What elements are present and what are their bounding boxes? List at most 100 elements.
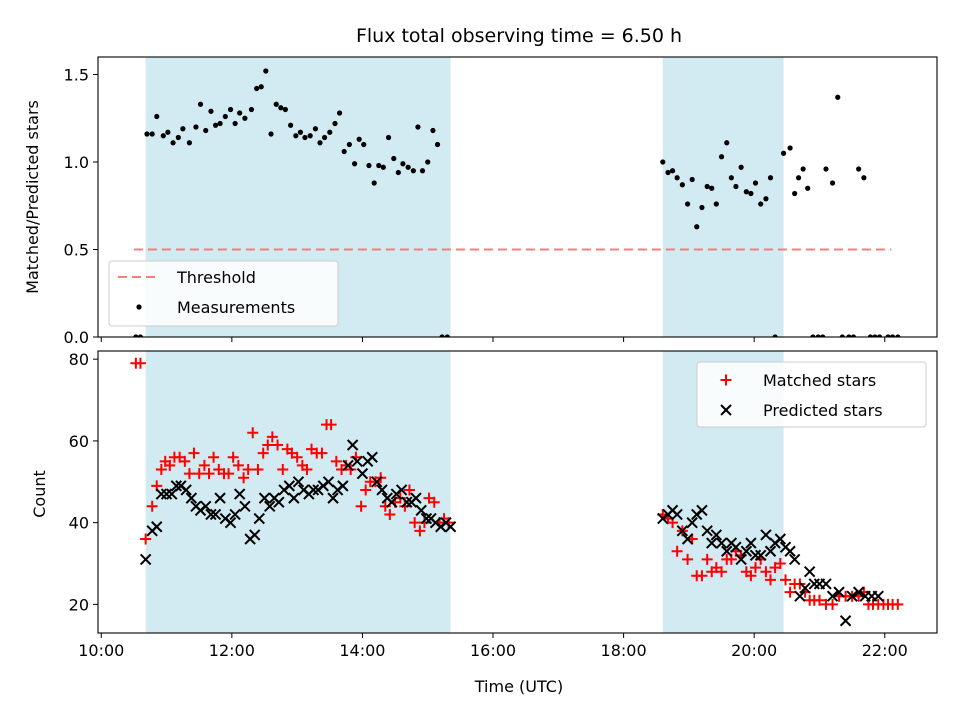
measurement-point: [232, 120, 238, 127]
measurement-point: [895, 334, 901, 337]
x-axis-label: Time (UTC): [474, 677, 563, 696]
predicted-star-point: [386, 496, 398, 508]
predicted-star-point: [745, 537, 757, 549]
measurement-point: [767, 175, 774, 181]
measurement-point: [694, 224, 700, 230]
measurement-point: [312, 126, 319, 132]
measurement-point: [217, 120, 223, 127]
matched-star-point: [227, 451, 239, 463]
predicted-star-point: [774, 533, 787, 545]
measurement-point: [733, 183, 739, 190]
measurement-point: [867, 334, 874, 337]
matched-star-point: [266, 431, 278, 443]
predicted-star-point: [322, 476, 335, 488]
matched-star-point: [774, 558, 786, 570]
matched-star-point: [696, 570, 708, 582]
predicted-star-point: [346, 439, 359, 451]
predicted-star-point: [395, 484, 408, 496]
predicted-star-point: [820, 578, 832, 590]
predicted-star-point: [788, 553, 801, 566]
measurement-point: [444, 334, 450, 337]
legend-threshold-label: Threshold: [176, 268, 256, 287]
predicted-star-point: [808, 578, 820, 590]
measurement-point: [170, 140, 176, 146]
measurement-point: [242, 115, 248, 121]
x-tick-label: 16:00: [470, 641, 516, 660]
legend-matched-label: Matched stars: [763, 371, 876, 390]
measurement-point: [718, 154, 725, 160]
matched-star-point: [155, 464, 167, 476]
measurement-point: [254, 85, 260, 92]
measurement-point: [258, 84, 264, 90]
measurement-point: [728, 175, 734, 181]
measurement-point: [297, 129, 304, 135]
predicted-star-point: [755, 549, 767, 562]
predicted-star-point: [233, 488, 246, 500]
measurement-point: [203, 127, 209, 134]
measurement-point: [273, 101, 279, 107]
measurement-point: [856, 166, 862, 172]
predicted-star-point: [239, 500, 251, 513]
measurement-point: [850, 334, 857, 337]
measurement-point: [439, 334, 445, 337]
predicted-star-point: [681, 533, 694, 545]
measurement-point: [419, 168, 426, 174]
measurement-point: [684, 201, 691, 207]
predicted-star-point: [160, 488, 173, 500]
matched-star-point: [179, 455, 191, 467]
matched-star-point: [760, 566, 772, 578]
matched-star-point: [193, 468, 205, 480]
measurement-point: [193, 124, 199, 130]
measurement-point: [395, 169, 401, 176]
matched-star-point: [355, 500, 367, 512]
predicted-star-point: [794, 590, 806, 602]
measurement-point: [317, 140, 323, 146]
measurement-point: [795, 175, 802, 181]
predicted-star-point: [209, 508, 222, 521]
measurement-point: [669, 168, 676, 174]
measurement-point: [278, 105, 284, 111]
matched-star-point: [183, 468, 195, 480]
predicted-star-point: [676, 525, 689, 537]
predicted-star-point: [185, 492, 198, 504]
measurement-point: [380, 164, 386, 170]
predicted-star-point: [415, 504, 427, 517]
predicted-star-point: [852, 586, 865, 598]
measurement-point: [425, 159, 431, 165]
measurement-point: [332, 120, 338, 127]
matched-star-point: [325, 419, 337, 431]
measurement-point: [356, 136, 362, 142]
measurement-point: [787, 145, 793, 151]
measurement-point: [752, 180, 759, 186]
predicted-star-point: [205, 508, 217, 521]
measurement-point: [268, 131, 274, 137]
matched-star-point: [414, 525, 426, 537]
measurement-point: [237, 110, 243, 116]
measurement-point: [885, 334, 891, 337]
matched-star-point: [827, 598, 839, 610]
measurement-point: [829, 180, 836, 186]
predicted-star-point: [826, 590, 839, 602]
measurement-point: [679, 182, 685, 188]
matched-star-point: [262, 439, 274, 451]
measurement-point: [748, 190, 754, 197]
measurement-point: [772, 334, 778, 337]
matched-star-point: [384, 508, 396, 520]
bottom-y-tick-label: 80: [69, 350, 89, 369]
top-panel: 0.0 0.5 1.0 1.5 Threshold Measurements: [64, 56, 938, 347]
matched-star-point: [745, 570, 757, 582]
predicted-star-point: [735, 553, 747, 566]
measurement-point: [154, 113, 160, 120]
matched-star-point: [813, 594, 825, 606]
predicted-star-point: [721, 545, 733, 557]
measurement-point: [876, 334, 883, 337]
matched-star-point: [232, 459, 244, 471]
predicted-star-point: [833, 586, 845, 598]
measurement-point: [149, 131, 155, 137]
top-legend: Threshold Measurements: [108, 260, 339, 327]
measurement-point: [820, 334, 826, 337]
bottom-y-tick-label: 20: [69, 595, 89, 614]
predicted-star-point: [288, 492, 300, 504]
measurement-point: [376, 162, 382, 169]
measurement-point: [839, 334, 845, 337]
